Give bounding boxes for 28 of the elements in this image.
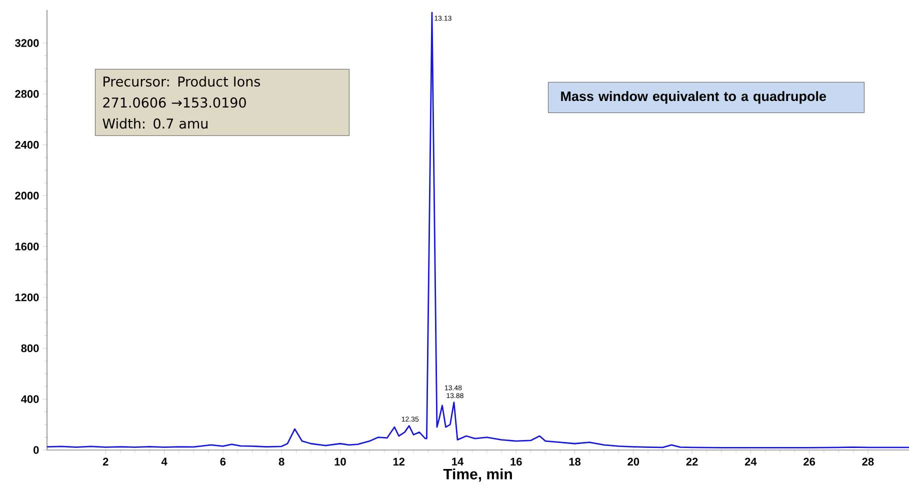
x-tick-label: 22 bbox=[686, 458, 698, 466]
y-tick-label: 3200 bbox=[14, 39, 39, 47]
y-tick-label: 0 bbox=[34, 446, 39, 454]
x-tick-label: 12 bbox=[393, 458, 405, 466]
x-tick-label: 28 bbox=[862, 458, 874, 466]
y-tick-label: 400 bbox=[21, 395, 39, 404]
annotation: 271.0606 →153.0190 bbox=[103, 97, 246, 108]
y-tick-label: 2000 bbox=[15, 192, 39, 200]
x-tick-label: 2 bbox=[102, 458, 108, 466]
x-tick-label: 20 bbox=[628, 458, 640, 466]
x-tick-label: 6 bbox=[220, 458, 226, 466]
y-tick-label: 2800 bbox=[15, 90, 39, 98]
x-tick-label: 24 bbox=[744, 458, 757, 466]
x-tick-label: 16 bbox=[510, 458, 522, 466]
annotation: Width: 0.7 amu bbox=[102, 118, 208, 129]
x-tick-label: 26 bbox=[804, 458, 816, 466]
annotation: Precursor: Product Ions bbox=[104, 76, 260, 87]
x-tick-label: 10 bbox=[334, 458, 346, 466]
x-tick-label: 18 bbox=[569, 458, 581, 466]
x-axis-title: Time, min bbox=[443, 468, 512, 482]
y-tick-label: 800 bbox=[21, 344, 39, 352]
y-tick-label: 2400 bbox=[15, 140, 39, 149]
annotation: Mass window equivalent to a quadrupole bbox=[561, 91, 826, 104]
x-tick-label: 14 bbox=[452, 458, 464, 466]
y-tick-label: 1600 bbox=[15, 242, 39, 250]
y-tick-label: 1200 bbox=[15, 294, 39, 302]
x-tick-label: 4 bbox=[161, 458, 168, 466]
x-tick-label: 8 bbox=[278, 458, 284, 466]
